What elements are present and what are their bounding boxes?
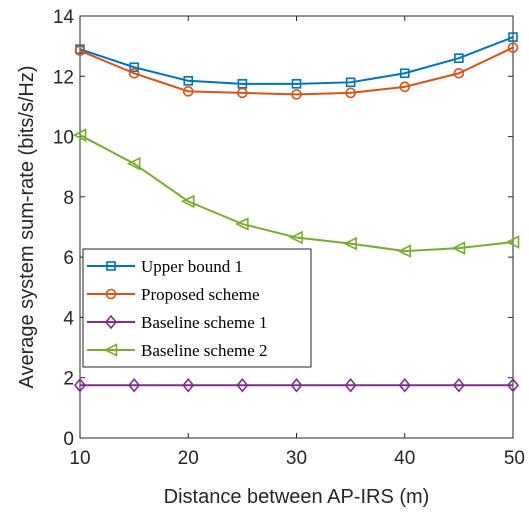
data-point: [452, 378, 465, 393]
data-point: [105, 288, 117, 300]
y-tick-label: 8: [63, 188, 74, 209]
y-tick-label: 4: [63, 308, 74, 329]
data-point: [73, 378, 87, 393]
y-tick-label: 0: [63, 429, 74, 450]
data-point: [126, 156, 141, 171]
x-axis-label: Distance between AP-IRS (m): [164, 486, 430, 508]
y-tick-label: 2: [63, 369, 74, 390]
y-tick-label: 6: [63, 248, 74, 269]
plot-area: [79, 15, 514, 439]
data-point: [451, 241, 466, 255]
data-point: [397, 244, 412, 258]
y-tick-label: 12: [53, 67, 74, 88]
data-point: [104, 314, 118, 330]
data-point: [291, 79, 302, 89]
y-axis-label: Average system sum-rate (bits/s/Hz): [16, 65, 38, 388]
data-point: [289, 230, 303, 245]
data-point: [236, 378, 249, 393]
data-point: [129, 62, 139, 73]
data-point: [128, 378, 141, 393]
data-point: [291, 89, 302, 100]
series-baseline-scheme-2: [72, 128, 520, 258]
x-tick-label: 50: [504, 448, 525, 469]
legend-entry: Baseline scheme 1: [87, 313, 268, 332]
x-tick-label: 10: [69, 448, 90, 469]
data-point: [182, 86, 194, 97]
data-point: [235, 217, 249, 231]
data-point: [237, 87, 248, 99]
data-point: [506, 378, 520, 393]
legend-entry: Upper bound 1: [87, 257, 243, 276]
data-point: [454, 53, 464, 64]
data-point: [399, 68, 410, 79]
series-baseline-scheme-1: [73, 378, 520, 393]
x-tick-label: 20: [178, 448, 199, 469]
series-line: [79, 46, 514, 96]
data-point: [128, 67, 140, 79]
data-point: [290, 378, 303, 393]
data-point: [72, 128, 87, 142]
legend-label: Baseline scheme 1: [141, 313, 268, 332]
legend-entry: Proposed scheme: [87, 285, 260, 304]
data-point: [182, 378, 195, 393]
x-tick-label: 30: [286, 448, 307, 469]
data-point: [398, 378, 411, 393]
series-line: [79, 134, 514, 253]
legend-entry: Baseline scheme 2: [87, 341, 268, 360]
data-point: [343, 236, 357, 251]
data-point: [399, 81, 411, 93]
series-proposed-scheme: [74, 42, 519, 100]
y-tick-label: 10: [53, 128, 74, 149]
data-point: [180, 194, 195, 209]
data-point: [453, 67, 465, 79]
data-point: [106, 261, 116, 271]
legend-box: [82, 248, 312, 368]
legend-label: Proposed scheme: [141, 285, 260, 304]
data-point: [507, 42, 519, 53]
data-point: [344, 378, 357, 393]
y-tick-label: 14: [53, 7, 75, 28]
data-point: [103, 343, 118, 357]
series-line: [79, 36, 514, 85]
x-tick-label: 40: [394, 448, 415, 469]
data-point: [508, 32, 518, 42]
legend-label: Baseline scheme 2: [141, 341, 268, 360]
data-point: [345, 77, 356, 88]
data-point: [505, 235, 520, 249]
legend-label: Upper bound 1: [141, 257, 243, 276]
data-point: [74, 45, 86, 56]
data-point: [345, 87, 356, 99]
data-point: [183, 76, 194, 86]
